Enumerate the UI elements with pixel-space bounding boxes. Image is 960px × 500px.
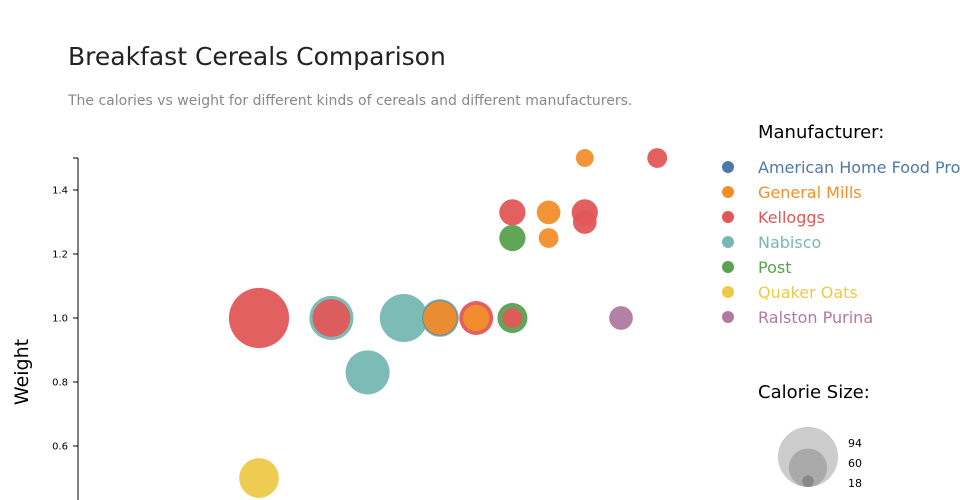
data-point [538, 228, 559, 248]
data-point [536, 200, 561, 225]
data-point [499, 199, 526, 226]
legend-marker [722, 311, 734, 323]
data-point [379, 294, 428, 342]
size-legend-label: 18 [848, 477, 862, 490]
y-tick-label: 0.6 [52, 442, 68, 453]
legend-title: Manufacturer: [758, 122, 884, 143]
data-point [345, 350, 390, 395]
legend-marker [722, 186, 734, 198]
legend-label: Quaker Oats [758, 283, 858, 302]
legend-marker [722, 236, 734, 248]
legend-label: Ralston Purina [758, 308, 873, 327]
legend-marker [722, 211, 734, 223]
legend-marker [722, 261, 734, 273]
data-point [609, 306, 633, 330]
legend-label: Kelloggs [758, 208, 825, 227]
data-point [228, 287, 290, 349]
y-tick-label: 0.8 [52, 378, 68, 389]
legend-label: American Home Food Prod [758, 158, 960, 177]
data-point [423, 301, 457, 335]
size-legend-circle [788, 448, 828, 487]
size-legend-title: Calorie Size: [758, 382, 870, 403]
legend-label: General Mills [758, 183, 862, 202]
y-tick-label: 1.4 [52, 186, 68, 197]
legend-label: Nabisco [758, 233, 821, 252]
chart-title: Breakfast Cereals Comparison [68, 42, 446, 71]
data-point [647, 148, 668, 168]
legend-marker [722, 286, 734, 298]
y-tick-label: 1.2 [52, 250, 68, 261]
size-legend-label: 60 [848, 457, 862, 470]
legend-label: Post [758, 258, 791, 277]
size-legend-circle [802, 475, 814, 487]
chart-subtitle: The calories vs weight for different kin… [68, 93, 633, 109]
data-point [312, 299, 351, 337]
data-point [463, 304, 490, 332]
y-axis-label: Weight [11, 339, 33, 405]
data-point [502, 308, 523, 328]
data-point [239, 458, 279, 498]
data-point [499, 224, 526, 252]
data-point [575, 149, 594, 167]
y-tick-label: 1.0 [52, 314, 68, 325]
data-point [572, 210, 597, 234]
legend-marker [722, 161, 734, 173]
size-legend-label: 94 [848, 437, 862, 450]
